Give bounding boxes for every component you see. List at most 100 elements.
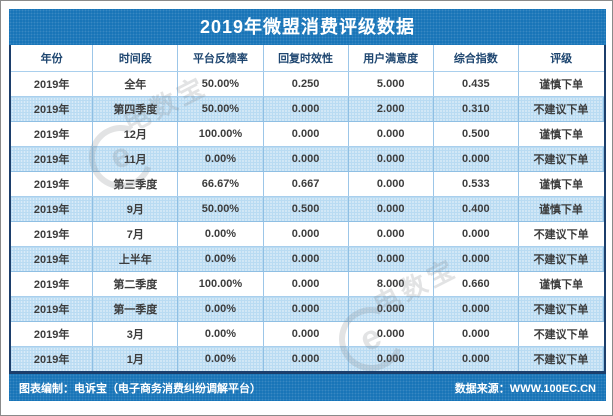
table-cell: 0.000 [263, 96, 349, 122]
chart-title: 2019年微盟消费评级数据 [199, 17, 416, 37]
table-cell: 2019年 [11, 246, 94, 272]
table-cell: 50.00% [177, 196, 264, 222]
table-cell: 不建议下单 [518, 96, 605, 122]
table-row: 2019年 3月 0.00% 0.000 0.000 0.000 不建议下单 [11, 321, 604, 347]
table-row: 2019年 第二季度 100.00% 0.000 8.000 0.660 谨慎下单 [11, 271, 604, 297]
table-cell: 第四季度 [92, 96, 179, 122]
report-panel: 2019年微盟消费评级数据 年份 时间段 平台反馈率 回复时效性 用户满意度 综合指数 评级… [9, 9, 606, 401]
table-row: 2019年 7月 0.00% 0.000 0.000 0.000 不建议下单 [11, 221, 604, 247]
table-cell: 0.500 [433, 121, 519, 147]
table-cell: 谨慎下单 [518, 171, 604, 197]
table-header-row: 年份 时间段 平台反馈率 回复时效性 用户满意度 综合指数 评级 [11, 45, 604, 72]
table-cell: 5.000 [348, 71, 434, 97]
table-cell: 2019年 [11, 171, 94, 197]
table-cell: 12月 [92, 121, 179, 147]
table-row: 2019年 1月 0.00% 0.000 0.000 0.000 不建议下单 [11, 346, 605, 371]
table-cell: 0.000 [348, 146, 434, 172]
table-cell: 0.500 [263, 196, 349, 222]
table-cell: 2019年 [11, 296, 94, 322]
table-cell: 0.000 [348, 171, 434, 197]
table-cell: 0.000 [263, 121, 349, 147]
footer-bar: 图表编制：电诉宝（电子商务消费纠纷调解平台） 数据来源：WWW.100EC.CN [9, 374, 606, 401]
table-cell: 0.000 [433, 346, 519, 371]
table-cell: 不建议下单 [518, 346, 605, 371]
table-cell: 第一季度 [92, 296, 179, 322]
table-cell: 100.00% [177, 271, 264, 297]
table-cell: 0.000 [263, 321, 349, 347]
table-cell: 0.533 [433, 171, 519, 197]
table-cell: 0.660 [433, 271, 519, 297]
table-cell: 2019年 [11, 96, 94, 122]
table-cell: 9月 [92, 196, 179, 222]
table-cell: 2019年 [11, 146, 94, 172]
table-cell: 不建议下单 [518, 246, 605, 272]
table-cell: 上半年 [92, 246, 179, 272]
table-cell: 第三季度 [92, 171, 179, 197]
column-header: 评级 [518, 45, 604, 72]
table-cell: 全年 [92, 71, 179, 97]
table-cell: 0.000 [433, 146, 519, 172]
table-row: 2019年 9月 50.00% 0.500 0.000 0.400 谨慎下单 [11, 196, 605, 222]
table-row: 2019年 11月 0.00% 0.000 0.000 0.000 不建议下单 [11, 146, 605, 172]
table-cell: 2019年 [11, 71, 94, 97]
table-cell: 0.00% [177, 221, 264, 247]
table-cell: 2019年 [11, 196, 94, 222]
table-cell: 不建议下单 [518, 321, 604, 347]
table-cell: 2019年 [11, 271, 94, 297]
table-cell: 0.000 [348, 346, 434, 371]
table-cell: 0.250 [263, 71, 349, 97]
table-row: 2019年 第一季度 0.00% 0.000 0.000 0.000 不建议下单 [11, 296, 605, 322]
table-cell: 0.00% [177, 296, 264, 322]
table-row: 2019年 12月 100.00% 0.000 0.000 0.500 谨慎下单 [11, 121, 604, 147]
table-cell: 谨慎下单 [518, 71, 604, 97]
table-cell: 谨慎下单 [518, 271, 604, 297]
table-cell: 0.667 [263, 171, 349, 197]
table-cell: 0.000 [348, 246, 434, 272]
footer-source: 数据来源：WWW.100EC.CN [454, 382, 596, 395]
table-cell: 不建议下单 [518, 221, 604, 247]
table-cell: 0.000 [348, 221, 434, 247]
column-header: 年份 [11, 45, 94, 72]
table-cell: 2019年 [11, 121, 94, 147]
column-header: 回复时效性 [263, 45, 349, 72]
rating-table: 年份 时间段 平台反馈率 回复时效性 用户满意度 综合指数 评级 2019年 全年 50.00%… [11, 45, 605, 371]
table-cell: 不建议下单 [518, 146, 605, 172]
table-cell: 谨慎下单 [518, 121, 604, 147]
table-cell: 3月 [92, 321, 179, 347]
table-cell: 0.00% [177, 146, 264, 172]
table-cell: 0.000 [263, 296, 349, 322]
table-cell: 0.000 [348, 196, 434, 222]
column-header: 时间段 [92, 45, 179, 72]
table-cell: 0.00% [177, 246, 264, 272]
table-cell: 0.000 [263, 346, 349, 371]
table-cell: 第二季度 [92, 271, 179, 297]
table-cell: 0.000 [263, 271, 349, 297]
table-cell: 0.000 [263, 221, 349, 247]
table-cell: 50.00% [177, 71, 264, 97]
footer-credit: 图表编制：电诉宝（电子商务消费纠纷调解平台） [19, 382, 261, 395]
table-cell: 0.000 [433, 246, 519, 272]
table-cell: 2019年 [11, 346, 94, 371]
rating-table-container: 年份 时间段 平台反馈率 回复时效性 用户满意度 综合指数 评级 2019年 全年 50.00%… [9, 45, 606, 382]
table-cell: 1月 [92, 346, 179, 371]
table-cell: 谨慎下单 [518, 196, 605, 222]
table-cell: 2.000 [348, 96, 434, 122]
table-body: 2019年 全年 50.00% 0.250 5.000 0.435 谨慎下单 2019年 第四季… [11, 71, 605, 371]
table-cell: 11月 [92, 146, 179, 172]
table-cell: 不建议下单 [518, 296, 605, 322]
table-cell: 0.00% [177, 321, 264, 347]
column-header: 综合指数 [433, 45, 519, 72]
table-cell: 0.000 [433, 221, 519, 247]
table-cell: 0.435 [433, 71, 519, 97]
table-row: 2019年 全年 50.00% 0.250 5.000 0.435 谨慎下单 [11, 71, 604, 97]
column-header: 用户满意度 [348, 45, 434, 72]
table-cell: 2019年 [11, 221, 94, 247]
table-row: 2019年 第四季度 50.00% 0.000 2.000 0.310 不建议下单 [11, 96, 605, 122]
table-cell: 7月 [92, 221, 179, 247]
table-cell: 50.00% [177, 96, 264, 122]
table-cell: 0.000 [263, 146, 349, 172]
table-cell: 0.00% [177, 346, 264, 371]
table-row: 2019年 第三季度 66.67% 0.667 0.000 0.533 谨慎下单 [11, 171, 604, 197]
table-cell: 8.000 [348, 271, 434, 297]
